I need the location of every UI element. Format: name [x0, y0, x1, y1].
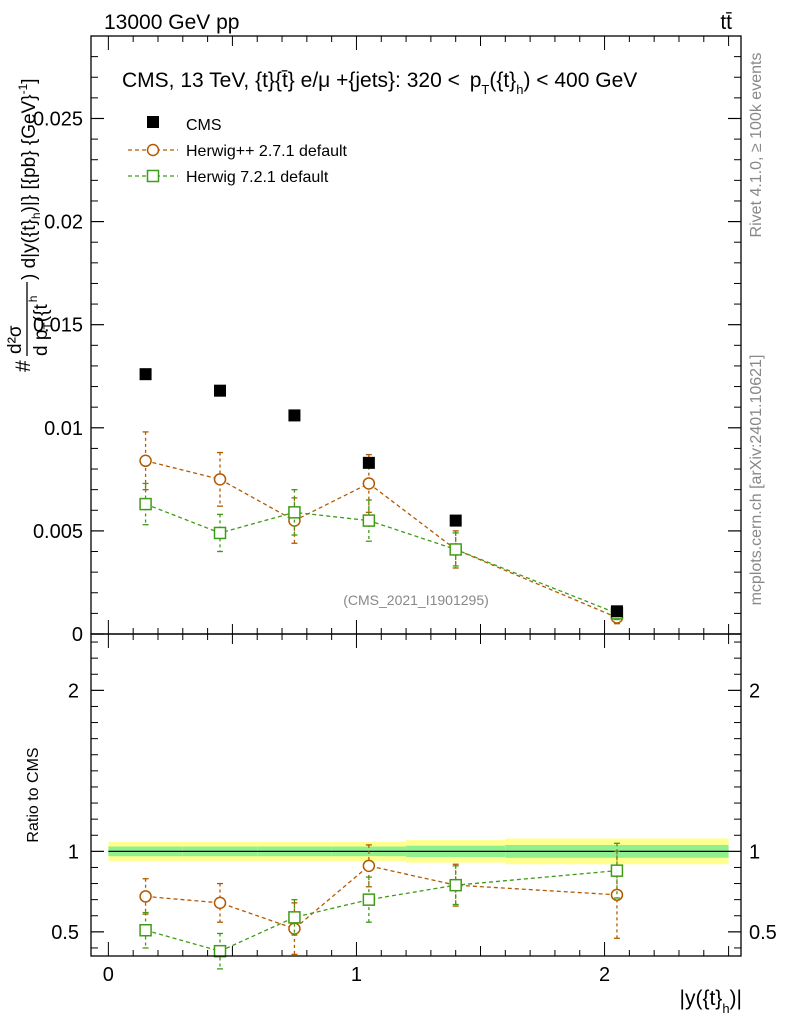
- herwig7-point: [362, 514, 376, 527]
- title-sub-t: T: [481, 82, 489, 97]
- legend: CMS Herwig++ 2.7.1 default Herwig 7.2.1 …: [128, 116, 348, 186]
- herwig7-ratio-point: [139, 923, 152, 937]
- ratio-y-tick-label-right: 0.5: [749, 922, 777, 944]
- rivet-version-label: Rivet 4.1.0, ≥ 100k events: [748, 53, 765, 238]
- main-y-axis-label: # d²σ d pT({th ) d|y({t}h)|} [{pb} {GeV}…: [5, 78, 55, 372]
- ylabel-denominator: d pT({th: [26, 296, 55, 356]
- cms-point: [610, 605, 623, 618]
- header-process: tt̄: [720, 11, 732, 34]
- legend-herwigpp-label: Herwig++ 2.7.1 default: [186, 143, 348, 160]
- cms-point: [288, 409, 301, 422]
- ylabel-numerator: d²σ: [5, 325, 26, 354]
- mcplots-label: mcplots.cern.ch [arXiv:2401.10621]: [748, 355, 765, 606]
- title-mid: ({t}: [489, 69, 516, 92]
- cms-point: [214, 384, 227, 397]
- title-post: ) < 400 GeV: [523, 69, 637, 92]
- ratio-panel: 0.5 0.5 1 1 2 2 0 1 2 Ratio to CMS |y({t}h)|: [25, 633, 777, 1016]
- ylabel-tail: ) d|y({t}h)|} [{pb} {GeV}-1]: [16, 78, 43, 280]
- analysis-watermark: (CMS_2021_I1901295): [343, 592, 489, 608]
- ratio-y-tick-label-left: 1: [68, 841, 79, 863]
- main-y-tick-label: 0.005: [33, 521, 83, 543]
- herwigpp-point: [139, 454, 152, 468]
- header-energy: 13000 GeV pp: [104, 11, 239, 34]
- legend-cms-marker: [147, 116, 159, 128]
- herwigpp-point: [213, 473, 227, 486]
- herwig7-point: [449, 543, 462, 556]
- ylabel-hash: #: [12, 360, 35, 372]
- herwigpp-ratio-point: [362, 859, 376, 873]
- herwig7-point: [288, 506, 301, 519]
- herwigpp-ratio-point: [139, 890, 152, 903]
- x-tick-label: 0: [103, 964, 114, 986]
- ratio-y-tick-label-right: 1: [749, 841, 760, 863]
- herwig7-line: [145, 503, 618, 614]
- herwig7-ratio-point: [610, 864, 624, 877]
- main-plot-content: [139, 368, 624, 625]
- x-axis-label: |y({t}h)|: [680, 987, 743, 1016]
- title-p: p: [470, 69, 482, 92]
- x-tick-label: 1: [351, 964, 362, 986]
- legend-cms-label: CMS: [186, 117, 222, 134]
- herwig7-point: [139, 497, 152, 511]
- herwig7-ratio-point: [362, 893, 376, 906]
- herwig7-ratio-point: [213, 944, 227, 958]
- title-pre: CMS, 13 TeV, {t}{t̄} e/μ +{jets}: 320 <: [122, 69, 466, 92]
- main-panel: 0 0.005 0.01 0.015 0.02 0.025 CMS, 13 TeV, {t…: [5, 35, 742, 646]
- ratio-y-tick-label-left: 2: [68, 680, 79, 702]
- herwigpp-ratio-point: [213, 896, 227, 910]
- ratio-y-tick-label-left: 0.5: [51, 922, 79, 944]
- herwig7-ratio-point: [449, 878, 462, 892]
- ratio-y-axis-label: Ratio to CMS: [25, 747, 42, 842]
- herwigpp-point: [362, 477, 376, 490]
- ratio-y-tick-label-right: 2: [749, 680, 760, 702]
- legend-herwigpp-marker: [146, 143, 160, 157]
- herwigpp-line: [145, 460, 618, 619]
- title-sub-h: h: [516, 82, 523, 97]
- legend-herwig7-marker: [146, 169, 160, 183]
- main-y-tick-label: 0.015: [33, 315, 83, 337]
- main-y-tick-label: 0.025: [33, 108, 83, 130]
- x-tick-label: 2: [599, 964, 610, 986]
- main-y-tick-label: 0.01: [44, 418, 83, 440]
- main-ticks: 0 0.005 0.01 0.015 0.02 0.025: [33, 36, 741, 646]
- ratio-plot-content: [108, 838, 729, 970]
- cms-point: [139, 368, 152, 381]
- legend-herwig7-label: Herwig 7.2.1 default: [186, 169, 329, 186]
- herwigpp-ratio-line: [145, 865, 617, 930]
- herwig7-ratio-line: [145, 870, 618, 952]
- ratio-ticks: 0.5 0.5 1 1 2 2 0 1 2: [51, 634, 777, 986]
- main-y-tick-label: 0: [72, 624, 83, 646]
- herwig7-ratio-point: [288, 911, 301, 924]
- herwig7-point: [213, 526, 227, 540]
- cms-point: [362, 456, 375, 469]
- main-y-tick-label: 0.02: [44, 212, 83, 234]
- cms-point: [449, 514, 462, 527]
- ratio-frame: [90, 633, 742, 957]
- plot-title: CMS, 13 TeV, {t}{t̄} e/μ +{jets}: 320 < …: [122, 69, 637, 97]
